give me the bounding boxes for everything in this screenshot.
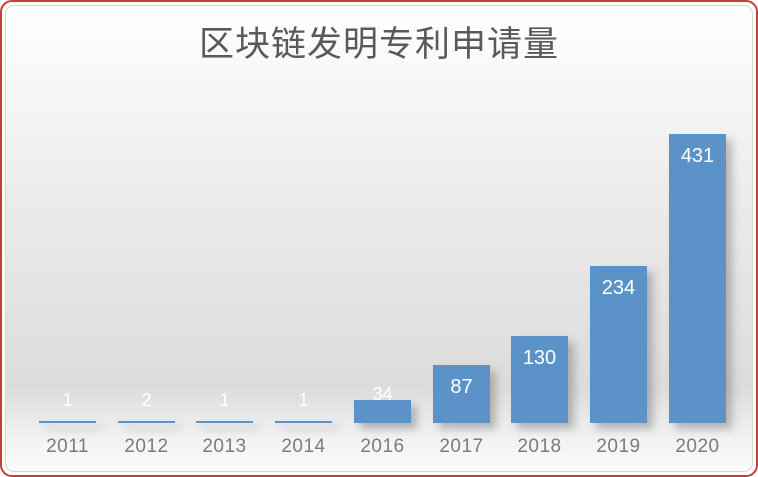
bar-2013: 1 <box>196 391 253 423</box>
data-label-2014: 1 <box>298 390 309 410</box>
x-tick-2016: 2016 <box>360 436 405 457</box>
bar-2020: 431 <box>669 134 726 423</box>
x-tick-2019: 2019 <box>596 436 641 457</box>
data-label-2016: 34 <box>372 384 393 404</box>
bar-2018: 130 <box>511 336 568 423</box>
data-label-2012: 2 <box>141 390 152 410</box>
bar-2019: 234 <box>590 266 647 423</box>
x-tick-2018: 2018 <box>517 436 562 457</box>
x-tick-2011: 2011 <box>46 436 89 457</box>
data-label-2017: 87 <box>450 376 473 398</box>
data-label-2011: 1 <box>62 390 73 410</box>
data-label-2020: 431 <box>680 145 715 167</box>
chart-title: 区块链发明专利申请量 <box>198 25 559 64</box>
x-tick-2020: 2020 <box>675 436 720 457</box>
bar-2012: 2 <box>118 391 175 423</box>
data-label-2018: 130 <box>522 347 557 369</box>
bar-2017: 87 <box>433 365 490 423</box>
x-tick-2013: 2013 <box>202 436 247 457</box>
data-label-2013: 1 <box>219 390 230 410</box>
bar-2016: 34 <box>354 385 411 423</box>
x-tick-2012: 2012 <box>124 436 169 457</box>
bar-2014: 1 <box>275 391 332 423</box>
bar-2011: 1 <box>39 391 96 423</box>
data-label-2019: 234 <box>601 277 636 299</box>
x-tick-2017: 2017 <box>439 436 484 457</box>
x-tick-2014: 2014 <box>281 436 326 457</box>
